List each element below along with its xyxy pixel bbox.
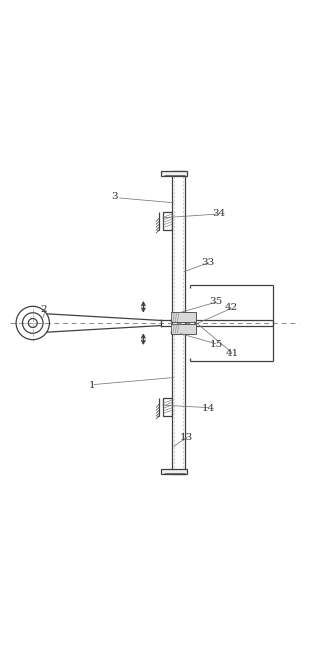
Text: 42: 42 — [225, 303, 238, 312]
Bar — [161, 468, 187, 474]
Text: 34: 34 — [212, 209, 225, 218]
Bar — [161, 171, 187, 176]
Text: 13: 13 — [180, 433, 193, 443]
Bar — [171, 324, 196, 333]
Text: 3: 3 — [111, 192, 118, 201]
Text: 14: 14 — [202, 404, 215, 413]
Text: 35: 35 — [210, 297, 223, 306]
Text: 1: 1 — [89, 381, 95, 390]
Bar — [171, 313, 196, 322]
Bar — [163, 399, 172, 416]
Bar — [163, 213, 172, 230]
Text: 33: 33 — [201, 258, 214, 267]
Text: 15: 15 — [210, 340, 223, 349]
Bar — [172, 171, 185, 474]
Text: 2: 2 — [40, 305, 47, 314]
Text: 41: 41 — [225, 349, 239, 358]
